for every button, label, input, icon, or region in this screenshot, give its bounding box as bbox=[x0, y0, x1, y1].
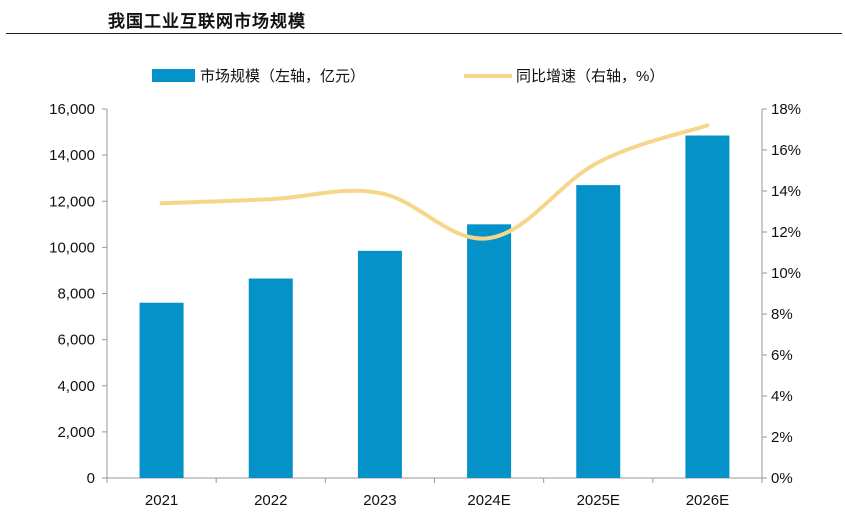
bar bbox=[685, 135, 730, 478]
x-axis-tick-label: 2022 bbox=[254, 492, 287, 509]
bar bbox=[467, 224, 512, 478]
legend-label-line: 同比增速（右轴，%） bbox=[516, 68, 664, 85]
axis-labels: 0 2,000 4,000 6,000 8,000 10,000 12,000 14,000 1… bbox=[49, 101, 801, 509]
left-axis-tick-label: 4,000 bbox=[57, 378, 95, 395]
legend-label-bar: 市场规模（左轴，亿元） bbox=[200, 68, 365, 85]
right-axis-tick-label: 2% bbox=[771, 429, 793, 446]
left-axis-tick-label: 2,000 bbox=[57, 424, 95, 441]
growth-rate-line bbox=[159, 123, 710, 241]
x-axis-tick-label: 2024E bbox=[467, 492, 510, 509]
left-axis-tick-label: 0 bbox=[87, 470, 95, 487]
x-axis-tick-label: 2021 bbox=[145, 492, 178, 509]
right-axis-tick-label: 16% bbox=[771, 142, 801, 159]
bar bbox=[139, 302, 184, 478]
left-axis-tick-label: 14,000 bbox=[49, 147, 95, 164]
right-axis-tick-label: 4% bbox=[771, 388, 793, 405]
right-axis-tick-label: 14% bbox=[771, 183, 801, 200]
bar-series bbox=[139, 135, 730, 478]
chart-title: 我国工业互联网市场规模 bbox=[108, 12, 306, 32]
bar bbox=[357, 250, 402, 478]
line-series bbox=[159, 123, 710, 241]
left-axis-tick-label: 8,000 bbox=[57, 286, 95, 303]
left-axis-tick-label: 6,000 bbox=[57, 332, 95, 349]
legend: 市场规模（左轴，亿元） 同比增速（右轴，%） bbox=[152, 68, 664, 85]
bar bbox=[248, 278, 293, 478]
right-axis-tick-label: 6% bbox=[771, 347, 793, 364]
right-axis-tick-label: 18% bbox=[771, 101, 801, 118]
right-axis-tick-label: 10% bbox=[771, 265, 801, 282]
right-axis-tick-label: 12% bbox=[771, 224, 801, 241]
right-axis-tick-label: 0% bbox=[771, 470, 793, 487]
left-axis-tick-label: 12,000 bbox=[49, 193, 95, 210]
right-axis-tick-label: 8% bbox=[771, 306, 793, 323]
left-axis-tick-label: 16,000 bbox=[49, 101, 95, 118]
x-axis-tick-label: 2025E bbox=[577, 492, 620, 509]
x-axis-tick-label: 2026E bbox=[686, 492, 729, 509]
x-axis-tick-label: 2023 bbox=[363, 492, 396, 509]
legend-swatch-bar bbox=[152, 69, 195, 82]
axes bbox=[102, 108, 767, 483]
bar bbox=[576, 185, 621, 478]
left-axis-tick-label: 10,000 bbox=[49, 239, 95, 256]
title-divider bbox=[6, 33, 842, 34]
